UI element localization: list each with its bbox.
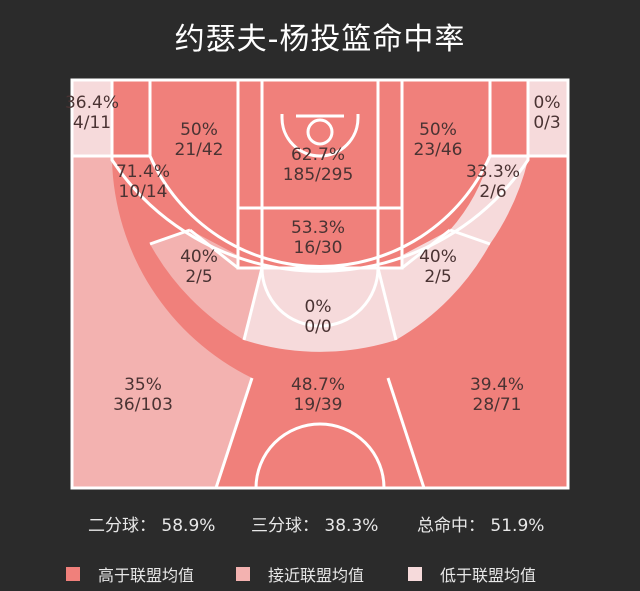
zone-left-wing-three: [72, 156, 252, 488]
free-throw-circle: [260, 267, 380, 328]
zone-right-wing-three: [388, 156, 568, 488]
zone-right-baseline-mid: [402, 80, 528, 268]
zone-free-throw-area: [238, 208, 402, 268]
zone-made-att-label: 28/71: [473, 395, 522, 415]
divider-right-wing: [449, 228, 491, 246]
legend-swatch-below: [408, 567, 422, 581]
zone-top-key-mid: [244, 268, 396, 352]
zone-made-att-label: 2/5: [424, 267, 451, 287]
lane-lines: [260, 78, 380, 270]
chart-title: 约瑟夫-杨投篮命中率: [174, 22, 466, 57]
zone-pct-label: 53.3%: [291, 218, 345, 238]
zone-made-att-label: 0/3: [533, 113, 560, 133]
restricted-area-arc: [280, 114, 360, 158]
two-point-pct: 二分球： 58.9%: [88, 516, 216, 536]
summary-bar: 二分球： 58.9% 三分球： 38.3% 总命中： 51.9%: [0, 511, 640, 537]
legend-item-near: 接近联盟均值: [236, 562, 364, 586]
zone-made-att-label: 185/295: [283, 165, 354, 185]
zone-pct-label: 50%: [180, 120, 218, 140]
zone-made-att-label: 19/39: [294, 395, 343, 415]
center-circle: [254, 422, 386, 489]
zone-made-att-label: 4/11: [73, 113, 111, 133]
divider-left-key: [242, 267, 264, 341]
three-point-pct: 三分球： 38.3%: [251, 516, 379, 536]
hoop-icon: [306, 118, 334, 146]
legend-swatch-near: [236, 567, 250, 581]
zone-pct-label: 40%: [180, 247, 218, 267]
legend-label-above: 高于联盟均值: [98, 566, 195, 585]
zone-top-three: [216, 378, 424, 488]
divider-right-key: [376, 267, 398, 341]
zone-pct-label: 35%: [124, 375, 162, 395]
legend-swatch-above: [66, 567, 80, 581]
zone-left-baseline-mid: [112, 80, 238, 268]
divider-left-elbow: [189, 228, 239, 270]
zone-pct-label: 0%: [534, 93, 561, 113]
zone-pct-label: 48.7%: [291, 375, 345, 395]
zone-right-corner-three: [528, 80, 568, 156]
zone-made-att-label: 23/46: [414, 140, 463, 160]
zone-left-corner-three: [72, 80, 112, 156]
overall-pct: 总命中： 51.9%: [417, 516, 545, 536]
zone-pct-label: 62.7%: [291, 145, 345, 165]
zone-made-att-label: 10/14: [119, 182, 168, 202]
shot-chart-court: 36.4%4/11 50%21/42 62.7%185/29550%23/460%0…: [65, 78, 570, 490]
zone-made-att-label: 16/30: [294, 238, 343, 258]
divider-right-elbow: [401, 228, 451, 270]
zone-made-att-label: 0/0: [304, 317, 331, 337]
zone-pct-label: 71.4%: [116, 162, 170, 182]
legend-label-below: 低于联盟均值: [440, 566, 537, 585]
legend-item-below: 低于联盟均值: [408, 562, 536, 586]
zone-pct-label: 33.3%: [466, 162, 520, 182]
three-point-line: [110, 80, 530, 273]
zone-made-att-label: 21/42: [175, 140, 224, 160]
legend-label-near: 接近联盟均值: [268, 566, 365, 585]
zone-pct-label: 40%: [419, 247, 457, 267]
zone-pct-label: 39.4%: [470, 375, 524, 395]
zone-pct-label: 0%: [305, 297, 332, 317]
divider-left-wing: [149, 228, 191, 246]
legend-item-above: 高于联盟均值: [66, 562, 194, 586]
zone-pct-label: 36.4%: [65, 93, 119, 113]
zone-made-att-label: 2/5: [185, 267, 212, 287]
divider-right-three: [386, 377, 426, 489]
divider-left-three: [214, 377, 254, 489]
zone-pct-label: 50%: [419, 120, 457, 140]
zone-made-att-label: 36/103: [113, 395, 173, 415]
zone-made-att-label: 2/6: [479, 182, 506, 202]
legend: 高于联盟均值 接近联盟均值 低于联盟均值: [0, 562, 640, 586]
